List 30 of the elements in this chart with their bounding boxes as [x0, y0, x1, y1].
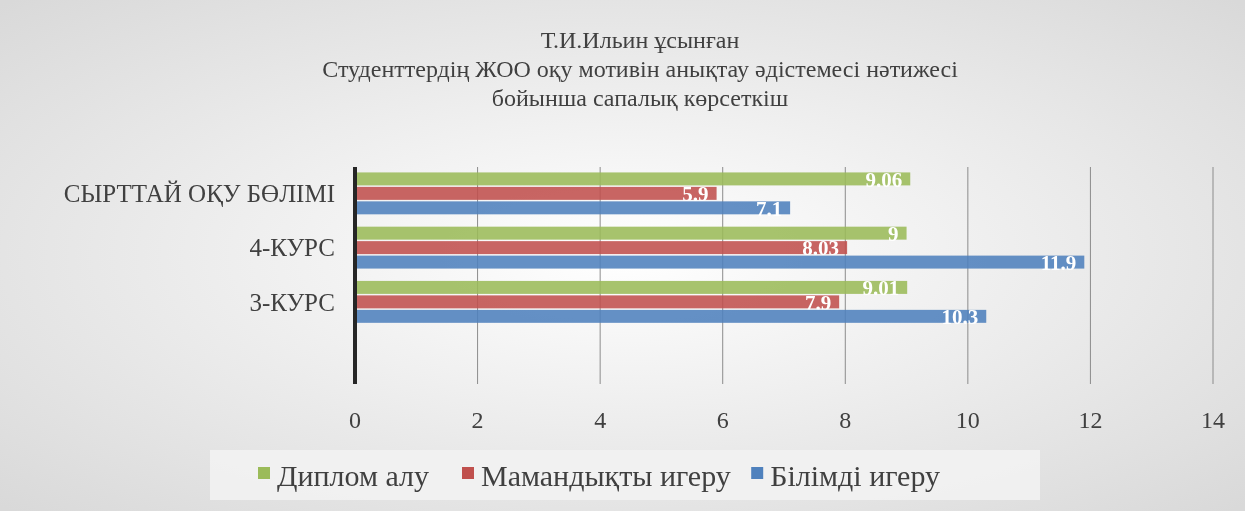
legend-label: Мамандықты игеру — [481, 459, 731, 492]
bar — [355, 255, 1085, 269]
x-tick-label: 14 — [1201, 407, 1225, 433]
x-tick-label: 2 — [471, 407, 484, 433]
x-tick-label: 0 — [349, 407, 361, 433]
x-tick-label: 8 — [839, 407, 852, 433]
bar — [355, 226, 907, 240]
legend-label: Білімді игеру — [770, 459, 941, 492]
y-tick-label: СЫРТТАЙ ОҚУ БӨЛІМІ — [63, 180, 335, 208]
chart-title: Т.И.Ильин ұсынған Студенттердің ЖОО оқу мотивін анықтау әдістемесі нәтижесі бойынша сапалық көрсеткіш — [322, 27, 959, 111]
legend-label: Диплом алу — [277, 459, 430, 492]
x-tick-label: 6 — [716, 407, 729, 433]
bar — [355, 280, 908, 294]
bar — [355, 241, 848, 255]
data-label: 5.9 — [682, 182, 709, 207]
x-tick-label: 10 — [955, 407, 980, 433]
bar — [355, 201, 791, 215]
bar — [355, 295, 840, 309]
bar — [355, 172, 911, 186]
data-label: 9.01 — [862, 276, 900, 301]
x-tick-label: 4 — [594, 407, 607, 433]
bar — [355, 186, 717, 200]
data-label: 9 — [888, 221, 899, 246]
data-label: 9.06 — [865, 167, 903, 192]
y-tick-label: 4-КУРС — [249, 234, 335, 262]
bar — [355, 309, 987, 323]
data-label: 11.9 — [1040, 250, 1077, 275]
data-label: 10.3 — [941, 305, 979, 330]
y-tick-label: 3-КУРС — [249, 288, 335, 316]
x-tick-label: 12 — [1078, 407, 1103, 433]
